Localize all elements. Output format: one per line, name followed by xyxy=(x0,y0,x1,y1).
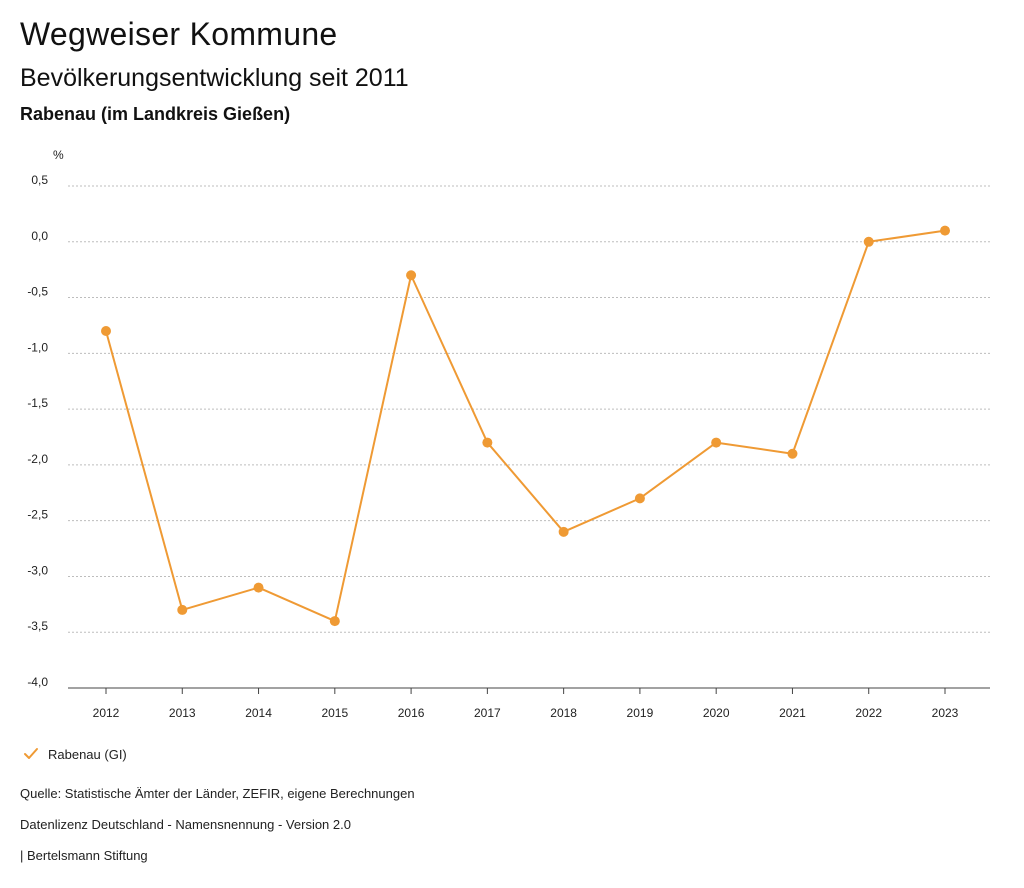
x-tick-label: 2021 xyxy=(779,706,806,720)
publisher-note: | Bertelsmann Stiftung xyxy=(20,848,148,863)
data-point xyxy=(482,437,493,448)
legend-check-icon[interactable] xyxy=(22,745,40,763)
source-note: Quelle: Statistische Ämter der Länder, Z… xyxy=(20,786,415,801)
data-point xyxy=(406,270,417,281)
x-tick-label: 2014 xyxy=(245,706,272,720)
x-tick-label: 2017 xyxy=(474,706,501,720)
data-point xyxy=(711,437,722,448)
y-tick-label: -4,0 xyxy=(27,675,48,689)
x-tick-label: 2013 xyxy=(169,706,196,720)
chart-legend[interactable]: Rabenau (GI) xyxy=(22,745,127,763)
x-tick-label: 2012 xyxy=(93,706,120,720)
data-point xyxy=(177,604,188,615)
x-tick-label: 2016 xyxy=(398,706,425,720)
page-title: Wegweiser Kommune xyxy=(20,16,338,52)
y-axis-unit-label: % xyxy=(53,148,64,162)
region-name: Rabenau (im Landkreis Gießen) xyxy=(20,104,291,124)
data-point xyxy=(940,225,950,236)
x-tick-label: 2020 xyxy=(703,706,730,720)
y-tick-label: 0,5 xyxy=(31,173,48,187)
data-point xyxy=(558,526,569,537)
y-tick-label: -0,5 xyxy=(27,285,48,299)
chart-subtitle: Bevölkerungsentwicklung seit 2011 xyxy=(20,64,409,92)
y-tick-label: -1,5 xyxy=(27,396,48,410)
data-point xyxy=(634,493,645,504)
data-point xyxy=(253,582,264,593)
x-tick-label: 2018 xyxy=(550,706,577,720)
license-note: Datenlizenz Deutschland - Namensnennung … xyxy=(20,817,351,832)
data-point xyxy=(329,616,340,627)
line-chart: % 0,5 0,0 -0,5 -1,0 -1,5 -2,0 -2,5 -3,0 -3,5 -4,0 2… xyxy=(27,148,990,720)
y-tick-label: -2,0 xyxy=(27,452,48,466)
y-tick-label: 0,0 xyxy=(31,229,48,243)
legend-label: Rabenau (GI) xyxy=(48,746,127,762)
y-tick-label: -1,0 xyxy=(27,340,48,354)
data-point xyxy=(863,236,874,247)
y-tick-label: -3,0 xyxy=(27,563,48,577)
x-tick-label: 2022 xyxy=(855,706,882,720)
data-point xyxy=(787,448,798,459)
x-tick-label: 2019 xyxy=(627,706,654,720)
data-point xyxy=(101,326,111,337)
y-tick-label: -3,5 xyxy=(27,619,48,633)
x-tick-label: 2015 xyxy=(321,706,348,720)
x-tick-label: 2023 xyxy=(932,706,959,720)
series-line xyxy=(105,229,946,623)
y-tick-label: -2,5 xyxy=(27,508,48,522)
